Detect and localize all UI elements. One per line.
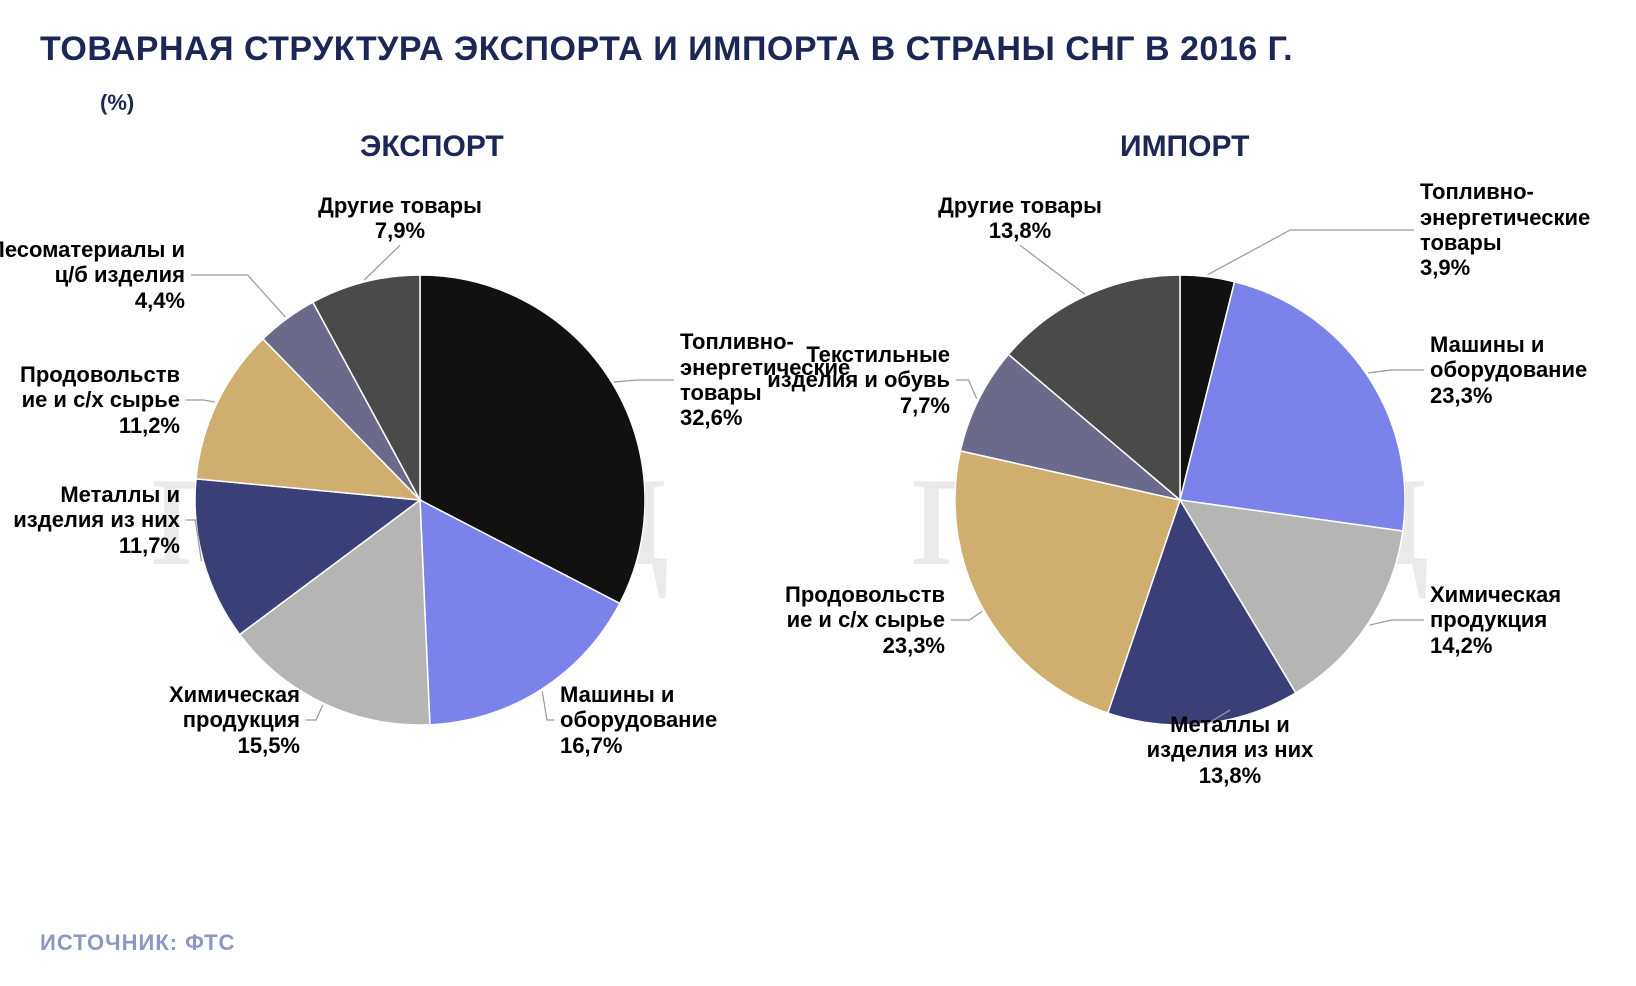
export-pie-chart xyxy=(195,275,645,725)
import-label-4: Продовольств ие и с/х сырье 23,3% xyxy=(785,582,945,658)
import-label-2: Химическая продукция 14,2% xyxy=(1430,582,1561,658)
export-label-2: Химическая продукция 15,5% xyxy=(169,682,300,758)
import-label-5: Текстильные изделия и обувь 7,7% xyxy=(767,342,950,418)
unit-label: (%) xyxy=(100,90,134,116)
export-label-1: Машины и оборудование 16,7% xyxy=(560,682,717,758)
export-label-3: Металлы и изделия из них 11,7% xyxy=(13,482,180,558)
import-leader-0 xyxy=(1208,230,1414,275)
import-subtitle: ИМПОРТ xyxy=(1120,130,1249,164)
import-pie-chart xyxy=(955,275,1405,725)
import-label-6: Другие товары 13,8% xyxy=(900,193,1140,244)
export-label-4: Продовольств ие и с/х сырье 11,2% xyxy=(20,362,180,438)
import-label-1: Машины и оборудование 23,3% xyxy=(1430,332,1587,408)
page-title: ТОВАРНАЯ СТРУКТУРА ЭКСПОРТА И ИМПОРТА В … xyxy=(40,30,1293,69)
import-label-0: Топливно- энергетические товары 3,9% xyxy=(1420,179,1590,280)
source-label: ИСТОЧНИК: ФТС xyxy=(40,930,235,956)
export-label-5: Лесоматериалы и ц/б изделия 4,4% xyxy=(0,237,185,313)
import-label-3: Металлы и изделия из них 13,8% xyxy=(1110,712,1350,788)
export-subtitle: ЭКСПОРТ xyxy=(360,130,504,164)
export-label-6: Другие товары 7,9% xyxy=(280,193,520,244)
